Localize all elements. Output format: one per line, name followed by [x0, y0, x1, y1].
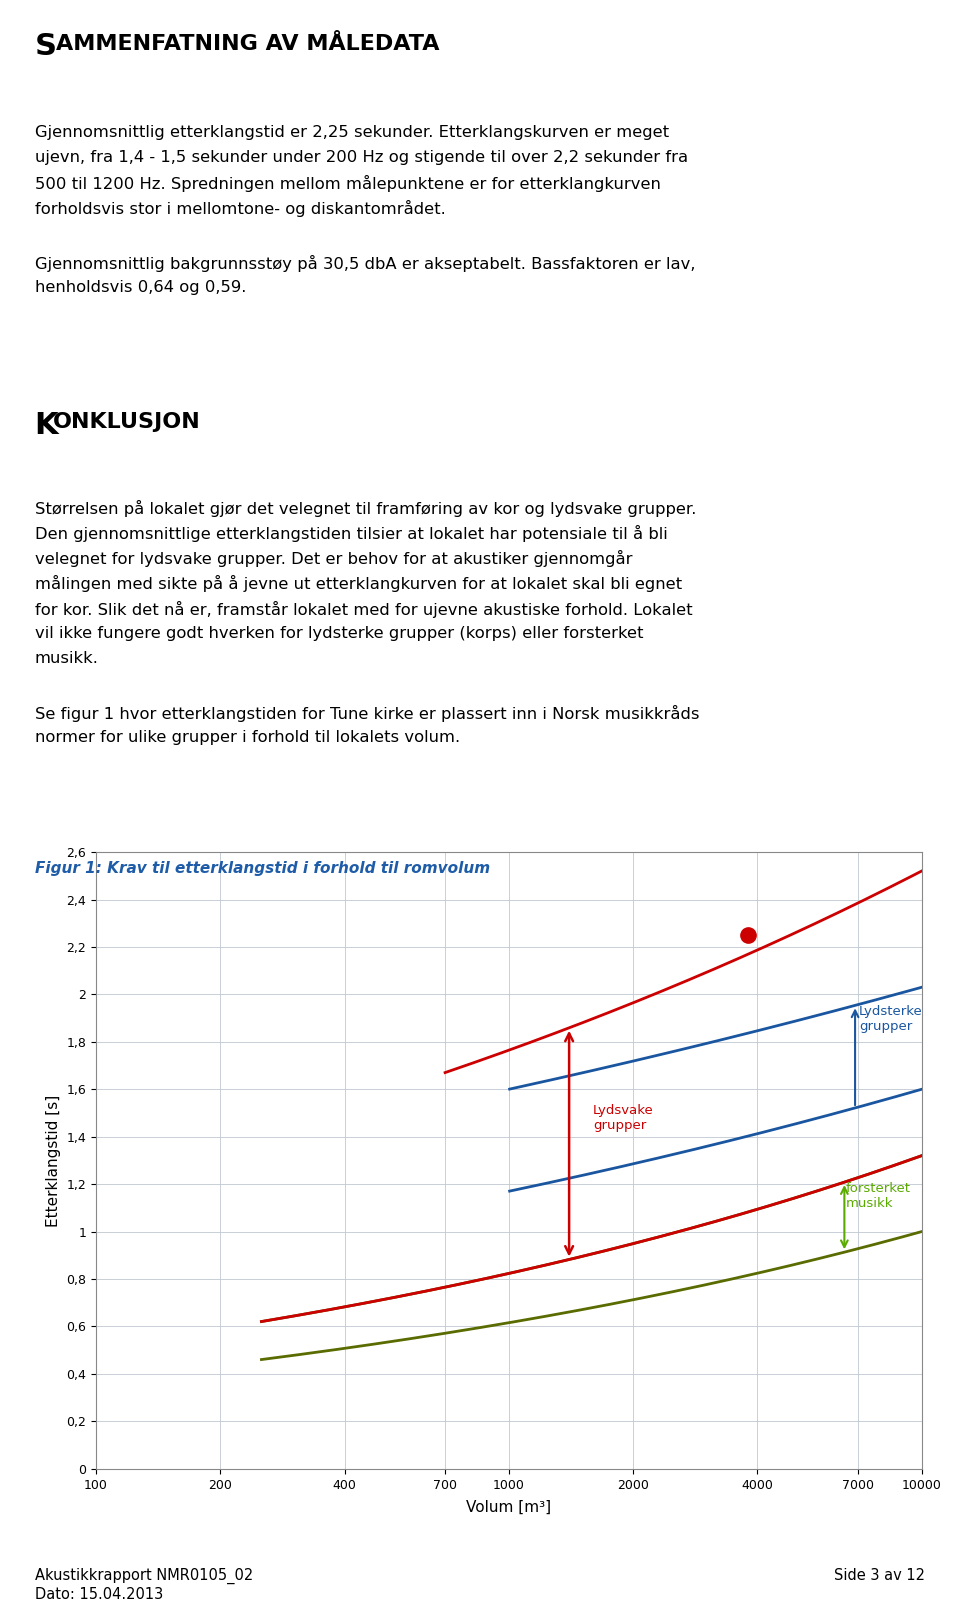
Text: forholdsvis stor i mellomtone- og diskantområdet.: forholdsvis stor i mellomtone- og diskan…	[35, 201, 445, 217]
Text: Lydsvake
grupper: Lydsvake grupper	[593, 1104, 654, 1131]
Text: vil ikke fungere godt hverken for lydsterke grupper (korps) eller forsterket: vil ikke fungere godt hverken for lydste…	[35, 626, 643, 641]
Text: ONKLUSJON: ONKLUSJON	[53, 412, 201, 432]
Text: ujevn, fra 1,4 - 1,5 sekunder under 200 Hz og stigende til over 2,2 sekunder fra: ujevn, fra 1,4 - 1,5 sekunder under 200 …	[35, 151, 687, 166]
Text: Gjennomsnittlig bakgrunnsstøy på 30,5 dbA er akseptabelt. Bassfaktoren er lav,: Gjennomsnittlig bakgrunnsstøy på 30,5 db…	[35, 255, 695, 271]
Text: forsterket
musikk: forsterket musikk	[846, 1182, 911, 1211]
Text: AMMENFATNING AV MÅLEDATA: AMMENFATNING AV MÅLEDATA	[56, 34, 439, 54]
Text: K: K	[35, 411, 59, 440]
Text: Se figur 1 hvor etterklangstiden for Tune kirke er plassert inn i Norsk musikkrå: Se figur 1 hvor etterklangstiden for Tun…	[35, 706, 699, 722]
X-axis label: Volum [m³]: Volum [m³]	[467, 1500, 551, 1514]
Text: henholdsvis 0,64 og 0,59.: henholdsvis 0,64 og 0,59.	[35, 279, 246, 295]
Text: Figur 1: Krav til etterklangstid i forhold til romvolum: Figur 1: Krav til etterklangstid i forho…	[35, 862, 490, 876]
Text: 500 til 1200 Hz. Spredningen mellom målepunktene er for etterklangkurven: 500 til 1200 Hz. Spredningen mellom måle…	[35, 175, 660, 192]
Text: normer for ulike grupper i forhold til lokalets volum.: normer for ulike grupper i forhold til l…	[35, 730, 460, 745]
Text: for kor. Slik det nå er, framstår lokalet med for ujevne akustiske forhold. Loka: for kor. Slik det nå er, framstår lokale…	[35, 601, 692, 617]
Text: Lydsterke
grupper: Lydsterke grupper	[859, 1005, 923, 1034]
Text: S: S	[35, 32, 57, 62]
Text: Dato: 15.04.2013: Dato: 15.04.2013	[35, 1587, 163, 1602]
Text: Akustikkrapport NMR0105_02: Akustikkrapport NMR0105_02	[35, 1568, 252, 1584]
Text: musikk.: musikk.	[35, 651, 99, 665]
Y-axis label: Etterklangstid [s]: Etterklangstid [s]	[46, 1094, 60, 1227]
Text: Størrelsen på lokalet gjør det velegnet til framføring av kor og lydsvake gruppe: Størrelsen på lokalet gjør det velegnet …	[35, 500, 696, 516]
Text: velegnet for lydsvake grupper. Det er behov for at akustiker gjennomgår: velegnet for lydsvake grupper. Det er be…	[35, 550, 632, 566]
Text: målingen med sikte på å jevne ut etterklangkurven for at lokalet skal bli egnet: målingen med sikte på å jevne ut etterkl…	[35, 576, 682, 592]
Text: Den gjennomsnittlige etterklangstiden tilsier at lokalet har potensiale til å bl: Den gjennomsnittlige etterklangstiden ti…	[35, 526, 667, 542]
Text: Gjennomsnittlig etterklangstid er 2,25 sekunder. Etterklangskurven er meget: Gjennomsnittlig etterklangstid er 2,25 s…	[35, 125, 669, 140]
Text: Side 3 av 12: Side 3 av 12	[834, 1568, 925, 1582]
